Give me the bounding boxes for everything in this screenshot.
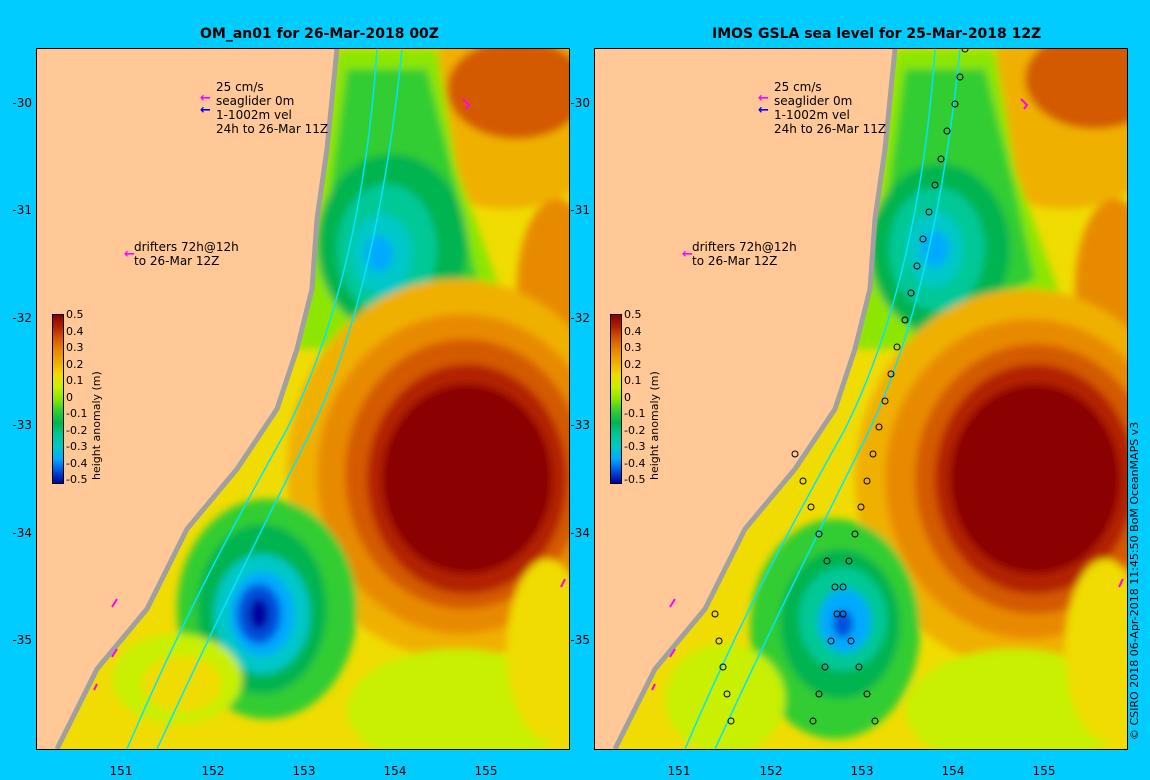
colorbar-tick-label: -0.4: [66, 456, 88, 470]
sea-level-field-left: [37, 49, 569, 749]
lon-tick-label: 151: [109, 764, 133, 778]
colorbar-tick-label: -0.5: [624, 473, 646, 486]
drifter-track: [1020, 98, 1029, 110]
legend-drifters-left: drifters 72h@12h to 26-Mar 12Z: [134, 240, 239, 268]
drifter-track: [111, 648, 118, 658]
colorbar-tick-label: -0.3: [66, 440, 88, 453]
drifter-track: [669, 598, 676, 608]
drifter-track: [111, 598, 118, 608]
colorbar-tick-label: 0.5: [624, 308, 642, 321]
map-panel-right[interactable]: [594, 48, 1128, 750]
lon-tick-label: 155: [474, 764, 498, 778]
legend-drifters-right: drifters 72h@12h to 26-Mar 12Z: [692, 240, 797, 268]
colorbar-tick-label: -0.1: [624, 407, 646, 420]
drifter-arrow-icon: ←: [682, 247, 693, 262]
drifter-track: [669, 648, 676, 658]
drifter-track: [462, 98, 471, 110]
lon-tick-label: 155: [1032, 764, 1056, 778]
lat-tick-label: -31: [12, 203, 32, 217]
lat-tick-label: -33: [12, 418, 32, 432]
lon-tick-label: 152: [759, 764, 783, 778]
bathymetry-contour: [714, 49, 961, 749]
lon-tick-label: 153: [292, 764, 316, 778]
land-mass: [37, 49, 337, 749]
colorbar-tick-label: 0: [624, 390, 631, 404]
lon-tick-label: 151: [667, 764, 691, 778]
legend-velocity-left: 25 cm/s seaglider 0m 1-1002m vel 24h to …: [216, 80, 329, 136]
drifter-arrow-icon: ←: [124, 247, 135, 262]
lat-tick-label: -31: [570, 203, 590, 217]
velocity-arrow-icon: ←: [758, 103, 769, 118]
lat-tick-label: -32: [12, 311, 32, 325]
colorbar-tick-label: 0.1: [66, 374, 84, 387]
colorbar-tick-label: -0.4: [624, 456, 646, 470]
lon-tick-label: 154: [383, 764, 407, 778]
colorbar-tick-label: 0.4: [66, 324, 84, 338]
legend-velocity-right: 25 cm/s seaglider 0m 1-1002m vel 24h to …: [774, 80, 887, 136]
seaglider-arrow-icon: ←: [758, 91, 769, 106]
colorbar-tick-label: 0.5: [66, 308, 84, 321]
panel-title-right: IMOS GSLA sea level for 25-Mar-2018 12Z: [712, 26, 1042, 42]
bathymetry-contour: [126, 49, 378, 749]
lat-tick-label: -30: [12, 96, 32, 110]
lat-tick-label: -30: [570, 96, 590, 110]
colorbar-tick-label: 0: [66, 390, 73, 404]
lon-tick-label: 153: [850, 764, 874, 778]
colorbar-tick-label: 0.3: [66, 341, 84, 354]
map-panel-left[interactable]: [36, 48, 570, 750]
drifter-track: [651, 683, 656, 691]
lat-tick-label: -35: [12, 633, 32, 647]
bathymetry-contour: [684, 49, 936, 749]
colorbar-label-right: height anomaly (m): [648, 371, 661, 480]
bathymetry-contour: [156, 49, 403, 749]
seaglider-arrow-icon: ←: [200, 91, 211, 106]
lon-tick-label: 154: [941, 764, 965, 778]
colorbar-tick-label: -0.3: [624, 440, 646, 453]
lat-tick-label: -33: [570, 418, 590, 432]
colorbar-tick-label: 0.4: [624, 324, 642, 338]
colorbar-tick-label: 0.2: [66, 357, 84, 371]
colorbar-left: [52, 314, 64, 484]
lat-tick-label: -35: [570, 633, 590, 647]
colorbar-label-left: height anomaly (m): [90, 371, 103, 480]
drifter-track: [560, 578, 566, 588]
lat-tick-label: -32: [570, 311, 590, 325]
velocity-arrow-icon: ←: [200, 103, 211, 118]
coastline: [612, 49, 898, 749]
land-mass: [595, 49, 895, 749]
lon-tick-label: 152: [201, 764, 225, 778]
drifter-track: [93, 683, 98, 691]
altimeter-track-points: [711, 49, 969, 725]
colorbar-tick-label: 0.2: [624, 357, 642, 371]
colorbar-right: [610, 314, 622, 484]
lat-tick-label: -34: [570, 526, 590, 540]
drifter-track: [1118, 578, 1124, 588]
colorbar-tick-label: -0.2: [624, 423, 646, 437]
colorbar-tick-label: 0.1: [624, 374, 642, 387]
credit-text: © CSIRO 2018 06-Apr-2018 11:45:50 BoM Oc…: [1128, 421, 1141, 740]
coastline: [54, 49, 340, 749]
sea-level-field-right: [595, 49, 1127, 749]
colorbar-tick-label: -0.1: [66, 407, 88, 420]
panel-title-left: OM_an01 for 26-Mar-2018 00Z: [200, 26, 439, 42]
colorbar-tick-label: -0.2: [66, 423, 88, 437]
colorbar-tick-label: -0.5: [66, 473, 88, 486]
lat-tick-label: -34: [12, 526, 32, 540]
colorbar-tick-label: 0.3: [624, 341, 642, 354]
